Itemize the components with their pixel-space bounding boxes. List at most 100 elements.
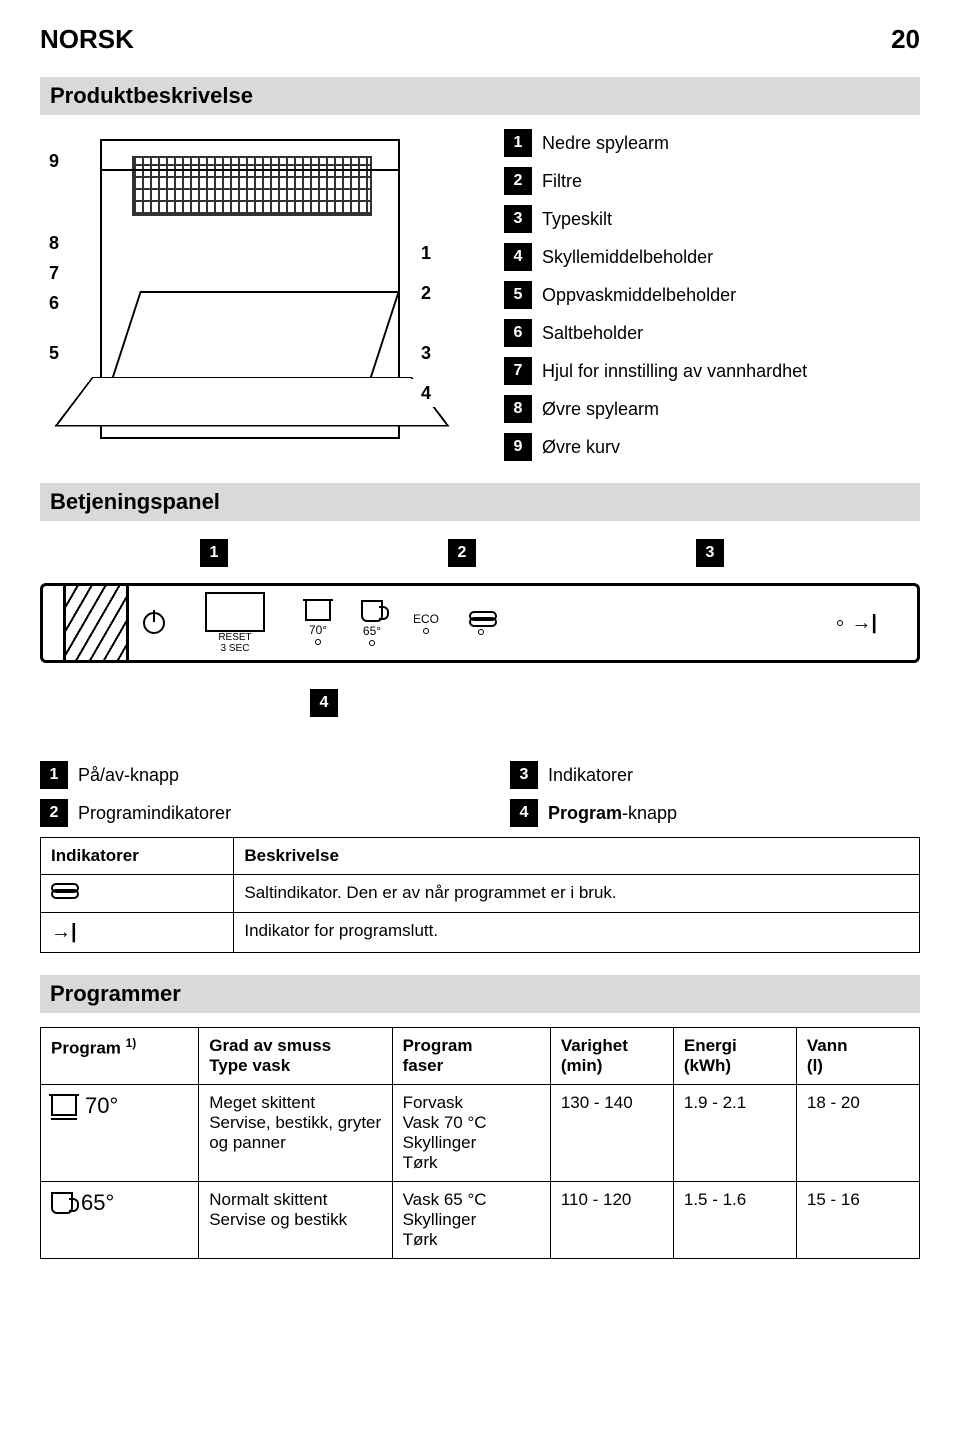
th-program: Program 1) — [41, 1028, 199, 1085]
legend-num: 6 — [504, 319, 532, 347]
legend-label-bold: Program — [548, 803, 622, 823]
legend-label: Nedre spylearm — [542, 133, 669, 154]
legend-item: 9 Øvre kurv — [504, 433, 807, 461]
section-panel-title: Betjeningspanel — [40, 483, 920, 521]
cell-energy: 1.5 - 1.6 — [673, 1182, 796, 1259]
legend-item: 7 Hjul for innstilling av vannhardhet — [504, 357, 807, 385]
programs-table: Program 1) Grad av smussType vask Progra… — [40, 1027, 920, 1259]
legend-label: Hjul for innstilling av vannhardhet — [542, 361, 807, 382]
doc-title: NORSK — [40, 24, 134, 55]
end-icon: →| — [851, 612, 877, 635]
panel-callout-4: 4 — [310, 689, 338, 717]
panel-top-callouts: 1 2 3 — [40, 539, 920, 567]
legend-num: 5 — [504, 281, 532, 309]
reset-label: RESET — [218, 632, 251, 643]
table-row: Saltindikator. Den er av når programmet … — [41, 875, 920, 913]
th-duration: Varighet(min) — [550, 1028, 673, 1085]
legend-item: 2Filtre — [504, 167, 807, 195]
panel-icon-65: 65° — [361, 600, 383, 646]
panel-icon-eco: ECO — [413, 612, 439, 634]
legend-label: Programindikatorer — [78, 803, 231, 824]
callout-1: 1 — [412, 239, 440, 267]
callout-4: 4 — [412, 379, 440, 407]
callout-8: 8 — [40, 229, 68, 257]
callout-2: 2 — [412, 279, 440, 307]
control-panel-figure: 1 2 3 RESET 3 SEC 70° 65° ECO →| 4 — [40, 539, 920, 749]
dishwasher-door — [54, 377, 450, 427]
indicator-dot — [315, 639, 321, 645]
legend-label: Øvre kurv — [542, 437, 620, 458]
legend-label: På/av-knapp — [78, 765, 179, 786]
indicator-table: Indikatorer Beskrivelse Saltindikator. D… — [40, 837, 920, 953]
table-row: 70° Meget skittentServise, bestikk, gryt… — [41, 1085, 920, 1182]
cell-phases: ForvaskVask 70 °CSkyllingerTørk — [392, 1085, 550, 1182]
control-panel-body: RESET 3 SEC 70° 65° ECO →| — [40, 583, 920, 663]
icon-text: ECO — [413, 612, 439, 626]
icon-text: 70° — [309, 623, 327, 637]
legend-num: 9 — [504, 433, 532, 461]
dishwasher-outline — [100, 139, 400, 439]
legend-num: 1 — [504, 129, 532, 157]
legend-label: Indikatorer — [548, 765, 633, 786]
dishwasher-rack — [132, 156, 372, 216]
legend-num: 3 — [510, 761, 538, 789]
legend-num: 7 — [504, 357, 532, 385]
table-row: →| Indikator for programslutt. — [41, 913, 920, 953]
legend-label: Øvre spylearm — [542, 399, 659, 420]
th-description: Beskrivelse — [234, 838, 920, 875]
cell-duration: 110 - 120 — [550, 1182, 673, 1259]
cell-phases: Vask 65 °CSkyllingerTørk — [392, 1182, 550, 1259]
legend-item: 2Programindikatorer — [40, 799, 450, 827]
indicator-dot — [837, 620, 843, 626]
legend-num: 8 — [504, 395, 532, 423]
legend-num: 3 — [504, 205, 532, 233]
icon-text: 65° — [363, 624, 381, 638]
pot-icon — [51, 1096, 77, 1116]
cell-program: 65° — [41, 1182, 199, 1259]
panel-callout-1: 1 — [200, 539, 228, 567]
th-water: Vann(l) — [796, 1028, 919, 1085]
end-icon: →| — [51, 921, 77, 944]
legend-num: 4 — [504, 243, 532, 271]
callout-5: 5 — [40, 339, 68, 367]
product-row: 9 8 7 6 5 1 2 3 4 1 Nedre spylearm 2Filtr… — [40, 129, 920, 461]
legend-item: 8 Øvre spylearm — [504, 395, 807, 423]
legend-num: 4 — [510, 799, 538, 827]
footnote-marker: 1) — [126, 1036, 137, 1050]
legend-num: 1 — [40, 761, 68, 789]
cell-duration: 130 - 140 — [550, 1085, 673, 1182]
program-temp: 70° — [85, 1093, 118, 1119]
section-product-title: Produktbeskrivelse — [40, 77, 920, 115]
indicator-dot — [369, 640, 375, 646]
cell-soil: Normalt skittentServise og bestikk — [199, 1182, 392, 1259]
table-header-row: Indikatorer Beskrivelse — [41, 838, 920, 875]
th-phases: Programfaser — [392, 1028, 550, 1085]
cell-program: 70° — [41, 1085, 199, 1182]
panel-callout-3: 3 — [696, 539, 724, 567]
panel-callout-4-wrap: 4 — [310, 689, 338, 717]
power-icon — [143, 612, 165, 634]
callout-7: 7 — [40, 259, 68, 287]
cup-icon — [361, 600, 383, 622]
salt-icon — [51, 883, 75, 899]
callout-3: 3 — [412, 339, 440, 367]
legend-label: Skyllemiddelbeholder — [542, 247, 713, 268]
table-row: 65° Normalt skittentServise og bestikk V… — [41, 1182, 920, 1259]
cell-soil: Meget skittentServise, bestikk, gryter o… — [199, 1085, 392, 1182]
callout-6: 6 — [40, 289, 68, 317]
cup-icon — [51, 1192, 73, 1214]
th-soil: Grad av smussType vask — [199, 1028, 392, 1085]
legend-label: Filtre — [542, 171, 582, 192]
product-legend: 1 Nedre spylearm 2Filtre 3 Typeskilt 4 Skyl… — [504, 129, 807, 461]
panel-icon-salt — [469, 611, 493, 635]
indicator-dot — [478, 629, 484, 635]
cell-icon: →| — [41, 913, 234, 953]
legend-label: Typeskilt — [542, 209, 612, 230]
th-indicators: Indikatorer — [41, 838, 234, 875]
callout-9: 9 — [40, 147, 68, 175]
cell-icon — [41, 875, 234, 913]
reset-sub: 3 SEC — [221, 643, 250, 654]
legend-item: 1 Nedre spylearm — [504, 129, 807, 157]
section-programs-title: Programmer — [40, 975, 920, 1013]
program-temp: 65° — [81, 1190, 114, 1216]
